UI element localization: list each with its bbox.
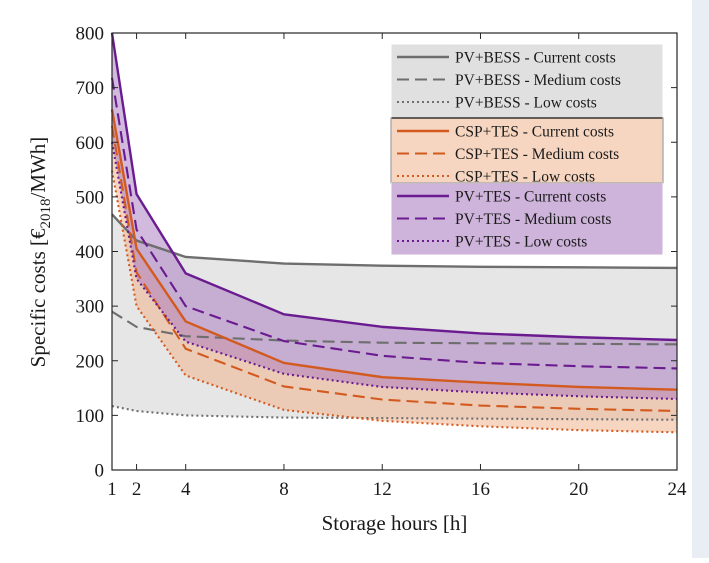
legend-label: PV+BESS - Medium costs <box>455 72 621 89</box>
x-axis-ticks: 1 2 4 8 12 16 20 24 <box>107 33 687 500</box>
legend-frame <box>390 43 664 256</box>
csp-tes-current-costs-line <box>110 109 678 391</box>
x-tick-label: 2 <box>132 479 142 500</box>
pv-tes-low-costs-line <box>110 142 678 401</box>
x-tick-label: 24 <box>668 479 688 500</box>
y-tick-label: 100 <box>76 406 105 427</box>
legend-label: PV+TES - Low costs <box>455 234 587 251</box>
y-tick-label: 200 <box>76 351 105 372</box>
legend-label: PV+BESS - Low costs <box>455 95 597 112</box>
y-tick-label: 700 <box>76 78 105 99</box>
page-side-strip <box>692 0 709 558</box>
legend-label: PV+BESS - Current costs <box>455 50 616 67</box>
x-axis-title: Storage hours [h] <box>322 511 468 535</box>
legend-box <box>390 117 664 184</box>
y-tick-label: 0 <box>95 461 105 482</box>
legend-label: CSP+TES - Current costs <box>455 124 614 141</box>
legend-label: PV+TES - Current costs <box>455 189 606 206</box>
pv-tes-current-costs-line <box>110 32 678 342</box>
csp-tes-low-costs-line <box>110 170 678 434</box>
x-tick-label: 4 <box>181 479 191 500</box>
x-tick-label: 1 <box>107 479 117 500</box>
y-axis-title: Specific costs [€2018/MWh] <box>26 137 54 368</box>
legend-label: PV+TES - Medium costs <box>455 211 611 228</box>
x-tick-label: 16 <box>471 479 490 500</box>
y-tick-label: 800 <box>76 24 105 45</box>
legend: PV+BESS - Current costs PV+BESS - Medium … <box>390 43 664 256</box>
y-axis-title-subscript: 2018 <box>38 199 54 229</box>
y-tick-label: 600 <box>76 133 105 154</box>
legend-group-pv-tes: PV+TES - Current costs PV+TES - Medium co… <box>390 182 664 256</box>
y-tick-label: 500 <box>76 187 105 208</box>
csp-tes-medium-costs-line <box>110 125 678 413</box>
y-tick-label: 400 <box>76 242 105 263</box>
legend-label: CSP+TES - Low costs <box>455 169 595 186</box>
legend-group-pv-bess: PV+BESS - Current costs PV+BESS - Medium … <box>390 43 664 119</box>
x-tick-label: 20 <box>569 479 588 500</box>
pv-bess-medium-costs-line <box>111 310 678 346</box>
figure: 1 2 4 8 12 16 20 24 0 100 200 300 400 500 600 700 800 S… <box>26 23 687 536</box>
y-tick-label: 300 <box>76 297 105 318</box>
x-tick-label: 12 <box>373 479 392 500</box>
pv-tes-medium-costs-line <box>110 77 678 370</box>
y-axis-ticks: 0 100 200 300 400 500 600 700 800 <box>76 24 677 482</box>
series-lines <box>110 32 678 434</box>
pv-tes-band <box>112 33 677 399</box>
x-tick-label: 8 <box>279 479 289 500</box>
legend-label: CSP+TES - Medium costs <box>455 146 619 163</box>
shaded-areas <box>112 33 677 433</box>
y-axis-title-main: Specific costs [€ <box>26 228 50 367</box>
y-axis-title-tail: /MWh] <box>26 137 50 199</box>
legend-group-csp-tes: CSP+TES - Current costs CSP+TES - Medium … <box>390 117 664 186</box>
pv-bess-low-costs-line <box>111 405 678 421</box>
